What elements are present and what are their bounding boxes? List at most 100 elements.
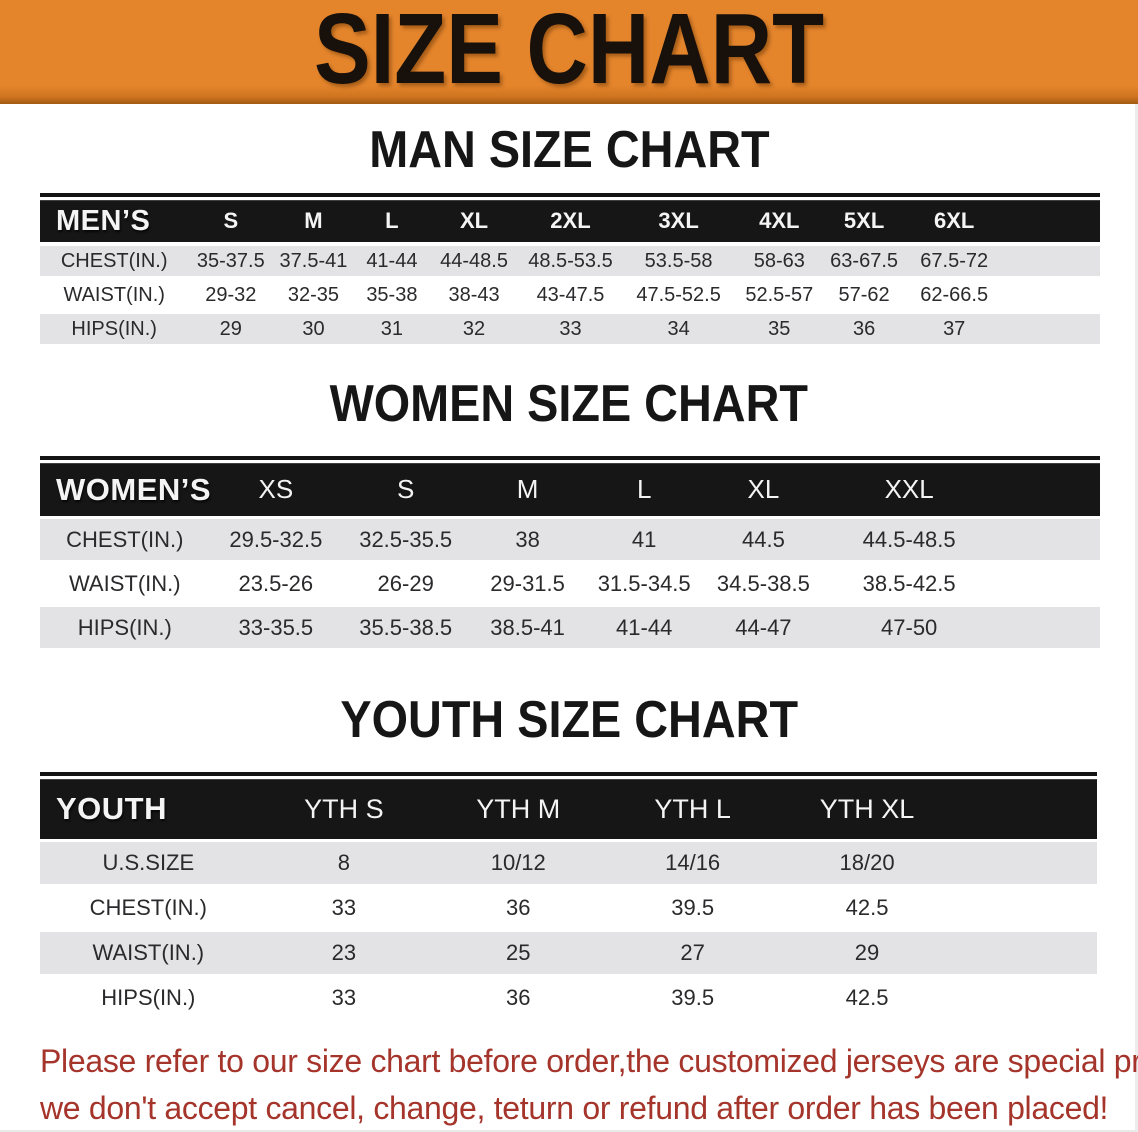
value-cell: 26-29 <box>377 570 434 596</box>
table-header-row: YOUTH YTH S YTH M YTH L YTH XL <box>40 779 1097 839</box>
value-cell: 58-63 <box>753 249 805 272</box>
size-header-cell: XL <box>747 474 780 504</box>
value-cell: 67.5-72 <box>920 249 989 272</box>
value-cell: 36 <box>506 985 531 1010</box>
row-label-cell: WAIST(IN.) <box>63 283 165 306</box>
women-section-heading: WOMEN SIZE CHART <box>329 375 809 433</box>
value-cell: 36 <box>852 317 876 340</box>
table-row: CHEST(IN.) 33 36 39.5 42.5 <box>40 887 1097 929</box>
value-cell: 32-35 <box>287 283 340 306</box>
youth-section-heading: YOUTH SIZE CHART <box>340 691 798 749</box>
youth-section: YOUTH SIZE CHART <box>0 694 1138 746</box>
value-cell: 52.5-57 <box>745 283 814 306</box>
value-cell: 44-48.5 <box>440 249 508 272</box>
size-header-cell: YTH M <box>476 793 561 824</box>
size-header-cell: L <box>385 208 399 233</box>
value-cell: 34.5-38.5 <box>716 570 810 596</box>
table-header-row: MEN’S S M L XL 2XL 3XL 4XL 5XL 6XL <box>40 200 1100 242</box>
value-cell: 25 <box>506 940 531 965</box>
value-cell: 31 <box>380 317 404 340</box>
value-cell: 39.5 <box>671 985 715 1010</box>
table-row: WAIST(IN.) 29-32 32-35 35-38 38-43 43-47.5 47.… <box>40 280 1100 310</box>
size-header-cell: L <box>636 474 652 504</box>
women-size-table: WOMEN’S XS S M L XL XXL CHEST(IN.) 29.5-32.5 32.5… <box>40 456 1100 648</box>
man-section-heading: MAN SIZE CHART <box>368 121 770 179</box>
value-cell: 31.5-34.5 <box>597 570 691 596</box>
table-row: CHEST(IN.) 29.5-32.5 32.5-35.5 38 41 44.5 44.5… <box>40 519 1100 560</box>
size-header-cell: 2XL <box>550 208 591 233</box>
row-label-cell: HIPS(IN.) <box>77 614 172 640</box>
table-row: HIPS(IN.) 33-35.5 35.5-38.5 38.5-41 41-44 44-… <box>40 607 1100 648</box>
value-cell: 32 <box>462 317 486 340</box>
table-row: U.S.SIZE 8 10/12 14/16 18/20 <box>40 842 1097 884</box>
value-cell: 14/16 <box>665 850 721 875</box>
disclaimer-line-1: Please refer to our size chart before or… <box>40 1043 1138 1079</box>
value-cell: 38 <box>515 526 540 552</box>
value-cell: 34 <box>667 317 690 340</box>
value-cell: 41-44 <box>616 614 673 640</box>
value-cell: 39.5 <box>671 895 715 920</box>
table-row: WAIST(IN.) 23 25 27 29 <box>40 932 1097 974</box>
size-header-cell: YTH XL <box>819 793 915 824</box>
value-cell: 43-47.5 <box>536 283 605 306</box>
value-cell: 23.5-26 <box>238 570 314 596</box>
size-header-cell: S <box>223 208 239 233</box>
size-header-cell: 5XL <box>843 208 885 233</box>
value-cell: 38.5-42.5 <box>862 570 956 596</box>
banner-title: SIZE CHART <box>314 0 824 105</box>
value-cell: 41-44 <box>366 249 418 272</box>
value-cell: 53.5-58 <box>644 249 713 272</box>
row-label-cell: HIPS(IN.) <box>101 985 196 1010</box>
value-cell: 29 <box>854 940 880 965</box>
row-label-cell: U.S.SIZE <box>102 850 195 875</box>
value-cell: 41 <box>631 526 657 552</box>
row-label-cell: HIPS(IN.) <box>71 317 157 340</box>
value-cell: 35-38 <box>366 283 418 306</box>
value-cell: 33 <box>559 317 582 340</box>
size-header-cell: 3XL <box>658 208 699 233</box>
value-cell: 8 <box>337 850 350 875</box>
row-label-cell: CHEST(IN.) <box>89 895 207 920</box>
disclaimer-line-2: we don't accept cancel, change, teturn o… <box>40 1090 1109 1126</box>
size-header-cell: XXL <box>884 474 934 504</box>
row-label-cell: CHEST(IN.) <box>66 526 184 552</box>
value-cell: 18/20 <box>839 850 895 875</box>
value-cell: 47.5-52.5 <box>636 283 721 306</box>
value-cell: 57-62 <box>838 283 890 306</box>
table-row: HIPS(IN.) 29 30 31 32 33 34 35 36 37 <box>40 314 1100 344</box>
size-header-cell: 4XL <box>759 208 800 233</box>
value-cell: 42.5 <box>845 895 889 920</box>
size-header-cell: S <box>397 474 415 504</box>
size-chart-banner: SIZE CHART <box>0 0 1138 104</box>
value-cell: 35.5-38.5 <box>359 614 453 640</box>
men-size-table: MEN’S S M L XL 2XL 3XL 4XL 5XL 6XL CHEST(IN.) 35-37… <box>40 193 1100 344</box>
value-cell: 38.5-41 <box>490 614 565 640</box>
value-cell: 29-31.5 <box>490 570 565 596</box>
value-cell: 27 <box>680 940 705 965</box>
value-cell: 33 <box>331 985 357 1010</box>
size-header-cell: M <box>516 474 539 504</box>
size-header-cell: YTH L <box>654 793 731 824</box>
value-cell: 44.5-48.5 <box>862 526 956 552</box>
value-cell: 35-37.5 <box>196 249 265 272</box>
value-cell: 33 <box>331 895 357 920</box>
disclaimer-note: Please refer to our size chart before or… <box>40 1038 1138 1132</box>
value-cell: 63-67.5 <box>830 249 899 272</box>
man-section: MAN SIZE CHART <box>0 124 1138 176</box>
size-header-cell: 6XL <box>934 208 975 233</box>
women-section: WOMEN SIZE CHART <box>0 378 1138 430</box>
value-cell: 44-47 <box>735 614 792 640</box>
table-row: WAIST(IN.) 23.5-26 26-29 29-31.5 31.5-34.5 34… <box>40 563 1100 604</box>
table-row: HIPS(IN.) 33 36 39.5 42.5 <box>40 977 1097 1019</box>
value-cell: 23 <box>331 940 357 965</box>
value-cell: 47-50 <box>881 614 938 640</box>
value-cell: 32.5-35.5 <box>359 526 453 552</box>
size-header-cell: YTH S <box>304 793 384 824</box>
value-cell: 29-32 <box>205 283 257 306</box>
row-label-cell: WAIST(IN.) <box>68 570 181 596</box>
value-cell: 35 <box>768 317 791 340</box>
youth-size-table: YOUTH YTH S YTH M YTH L YTH XL U.S.SIZE 8 10/12… <box>40 772 1097 1019</box>
table-header-row: WOMEN’S XS S M L XL XXL <box>40 463 1100 516</box>
value-cell: 36 <box>506 895 531 920</box>
